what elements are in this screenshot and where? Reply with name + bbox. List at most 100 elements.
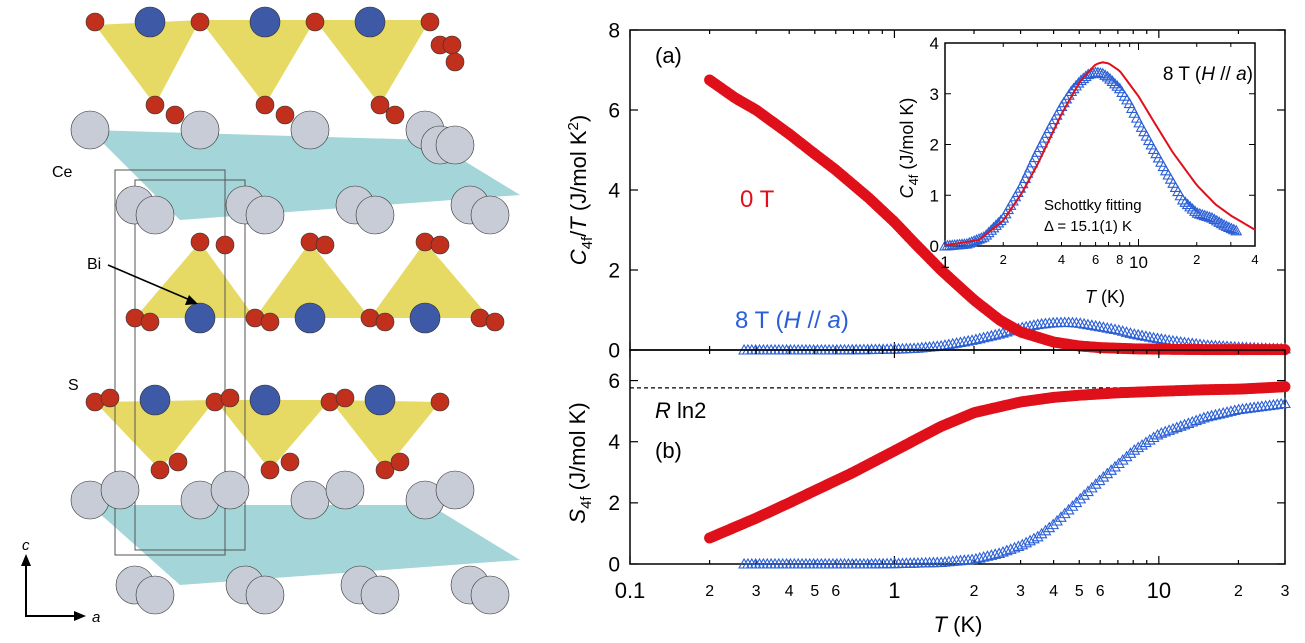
data-point-8t xyxy=(973,332,986,344)
data-point-8t xyxy=(989,328,1002,340)
s-atom xyxy=(168,452,188,472)
inset-data-point-8t xyxy=(1196,208,1209,220)
c-axis-head xyxy=(21,554,31,566)
data-point-8t xyxy=(985,329,998,341)
inset-data-point-8t xyxy=(1016,177,1029,189)
x-tick-label: 3 xyxy=(752,583,761,600)
bi-arrow xyxy=(107,264,191,301)
s-atom xyxy=(305,12,325,32)
inset-x-tick-label: 4 xyxy=(1251,252,1258,267)
inset-data-point-8t xyxy=(1206,211,1218,223)
data-point-8t xyxy=(1139,436,1152,448)
inset-data-point-8t xyxy=(1026,156,1039,168)
schottky-fit-curve xyxy=(944,61,1256,247)
data-point-8t xyxy=(1201,410,1214,422)
bi-atom xyxy=(249,384,281,416)
data-point-8t xyxy=(1054,511,1067,522)
x-tick-label: 2 xyxy=(705,583,714,600)
x-tick-label: 5 xyxy=(1075,583,1084,600)
data-point-8t xyxy=(1093,474,1106,486)
s-atom xyxy=(445,52,465,72)
s-atom xyxy=(215,235,235,255)
s-atom xyxy=(375,460,395,480)
ce-atom xyxy=(290,110,330,150)
bi-atom xyxy=(134,6,166,38)
bi-s-pyramid xyxy=(215,400,330,470)
s-atom xyxy=(315,235,335,255)
panel-a-label: (a) xyxy=(655,43,682,68)
data-point-8t xyxy=(1101,321,1114,333)
inset-data-point-8t xyxy=(1213,216,1226,227)
data-point-8t xyxy=(1035,527,1048,539)
s-atom xyxy=(220,388,240,408)
data-point-8t xyxy=(1066,500,1079,511)
s-atom xyxy=(260,312,280,332)
data-point-8t xyxy=(1116,453,1129,465)
s-atom xyxy=(190,232,210,252)
bi-s-pyramid xyxy=(255,242,370,318)
x-tick-label: 2 xyxy=(1234,583,1243,600)
ce-atom xyxy=(135,575,175,615)
a-axis-head xyxy=(74,611,86,621)
inset-fit-label-1: Schottky fitting xyxy=(1044,197,1142,214)
data-point-8t xyxy=(1078,489,1091,500)
data-point-8t xyxy=(1209,408,1222,420)
inset-y-tick-label: 2 xyxy=(930,136,939,155)
data-point-8t xyxy=(1097,321,1110,332)
data-point-8t xyxy=(997,545,1009,557)
ce-atom xyxy=(355,195,395,235)
data-point-8t xyxy=(1078,317,1091,329)
inset-x-tick-label: 6 xyxy=(1092,252,1099,267)
s-atom xyxy=(255,95,275,115)
data-point-8t xyxy=(1128,444,1141,455)
data-point-8t xyxy=(1132,328,1145,340)
inset-y-tick-label: 4 xyxy=(930,34,939,53)
inset-data-point-8t xyxy=(960,237,973,249)
inset-data-point-8t xyxy=(1028,151,1041,163)
data-point-8t xyxy=(1136,329,1148,341)
bi-s-pyramid xyxy=(95,20,200,105)
data-point-8t xyxy=(1085,481,1098,493)
y-tick-label: 4 xyxy=(608,179,620,202)
inset-x-tick-label: 2 xyxy=(1000,252,1007,267)
data-point-8t xyxy=(1093,320,1106,332)
unit-cell-back xyxy=(134,179,246,551)
data-point-8t xyxy=(1124,447,1137,458)
inset-ylabel: C4f (J/mol K) xyxy=(897,98,921,199)
inset-x-tick-label: 8 xyxy=(1116,252,1123,267)
data-point-8t xyxy=(1190,414,1203,426)
data-point-8t xyxy=(1221,406,1233,417)
label-bi: Bi xyxy=(87,256,101,273)
s-atom xyxy=(280,452,300,472)
bi-atom xyxy=(249,6,281,38)
inset-data-point-8t xyxy=(1198,209,1211,221)
x-tick-label: 1 xyxy=(888,578,900,603)
ce-slab-bottom xyxy=(90,505,520,585)
inset-x-tick-label: 10 xyxy=(1129,253,1148,272)
label-s: S xyxy=(68,377,79,394)
inset-data-point-8t xyxy=(1203,211,1216,222)
data-point-8t xyxy=(1151,332,1164,344)
data-point-8t xyxy=(1186,415,1199,427)
inset-y-tick-label: 0 xyxy=(930,237,939,256)
data-point-8t xyxy=(1105,464,1118,475)
s-atom xyxy=(140,312,160,332)
data-point-8t xyxy=(1139,330,1152,341)
bi-s-pyramid xyxy=(95,400,215,470)
bi-atom xyxy=(409,302,441,334)
data-point-8t xyxy=(1132,441,1145,453)
inset-data-point-8t xyxy=(1210,214,1223,226)
x-tick-label: 6 xyxy=(831,583,840,600)
s-atom xyxy=(420,12,440,32)
data-point-8t xyxy=(1228,404,1241,416)
inset-data-point-8t xyxy=(1191,207,1204,218)
data-point-8t xyxy=(993,328,1006,339)
c-axis-label: c xyxy=(22,537,30,554)
data-point-8t xyxy=(962,334,975,346)
data-point-8t xyxy=(966,334,978,345)
data-point-8t xyxy=(1143,433,1156,445)
inset-x-tick-label: 4 xyxy=(1058,252,1065,267)
inset-data-point-8t xyxy=(1223,221,1235,233)
data-point-8t xyxy=(981,330,994,342)
